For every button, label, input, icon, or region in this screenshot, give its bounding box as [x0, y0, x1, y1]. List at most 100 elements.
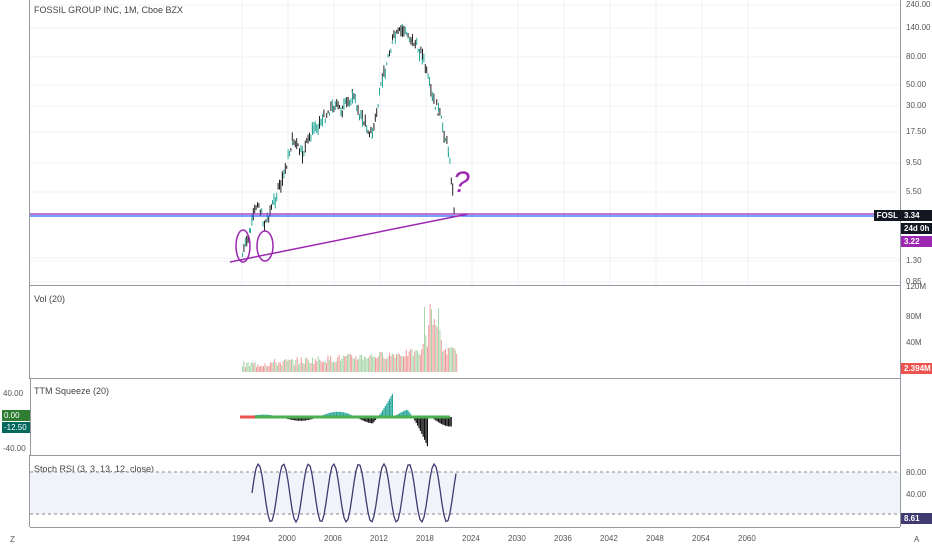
- volume-bar: [261, 366, 263, 372]
- last-price-tag: 3.34: [901, 210, 932, 221]
- candle: [259, 209, 261, 216]
- volume-bar: [419, 354, 421, 372]
- candle: [323, 109, 325, 118]
- squeeze-bar: [334, 411, 336, 417]
- candle: [293, 139, 295, 145]
- time-tick: 2030: [508, 534, 526, 543]
- volume-bar: [275, 362, 277, 372]
- squeeze-bar: [442, 417, 444, 425]
- candle: [271, 204, 272, 210]
- candle: [261, 208, 263, 214]
- time-tick: 2060: [738, 534, 756, 543]
- volume-bar: [341, 358, 343, 372]
- candle: [322, 114, 323, 125]
- candle: [340, 107, 342, 116]
- volume-bar: [449, 347, 451, 372]
- squeeze-bar: [300, 417, 302, 421]
- volume-bar: [321, 362, 323, 372]
- volume-bar: [342, 355, 344, 372]
- volume-bar: [323, 361, 325, 372]
- volume-bar: [383, 357, 385, 372]
- volume-bar: [415, 349, 417, 372]
- squeeze-bar: [415, 417, 417, 423]
- price-chart[interactable]: ?: [30, 0, 900, 285]
- volume-bar: [358, 358, 360, 372]
- volume-bar: [251, 362, 253, 372]
- candle: [250, 228, 251, 233]
- candle: [344, 98, 346, 104]
- volume-bar: [277, 365, 278, 372]
- candle: [399, 27, 400, 32]
- candle: [341, 110, 343, 118]
- candle: [307, 134, 309, 144]
- squeeze-pane[interactable]: TTM Squeeze (20): [30, 379, 900, 456]
- volume-bar: [375, 357, 376, 372]
- candle: [330, 101, 332, 112]
- candle: [244, 237, 246, 247]
- volume-pane[interactable]: Vol (20): [30, 286, 900, 379]
- stoch-pane[interactable]: Stoch RSI (3, 3, 13, 12, close): [30, 456, 900, 528]
- candle: [407, 32, 409, 39]
- volume-bar: [331, 361, 333, 372]
- candle: [387, 53, 389, 58]
- volume-bar: [250, 362, 252, 372]
- squeeze-left-axis[interactable]: 40.00 0.00 -12.50 -40.00: [0, 379, 31, 455]
- trendline-drawing: [229, 213, 469, 263]
- volume-bar: [414, 351, 416, 372]
- candle: [448, 152, 449, 158]
- price-axis[interactable]: 240.00 140.00 80.00 50.00 30.00 17.50 9.50 5.50…: [873, 0, 932, 527]
- candle: [391, 41, 393, 45]
- squeeze-bar: [421, 417, 423, 434]
- candle: [366, 125, 368, 133]
- squeeze-bar: [401, 411, 403, 417]
- candle: [386, 62, 388, 66]
- volume-bar: [391, 353, 393, 372]
- candle: [353, 93, 355, 100]
- volume-bar: [289, 359, 291, 372]
- candle: [406, 31, 408, 36]
- volume-bar: [319, 359, 320, 372]
- candle: [336, 99, 338, 107]
- candle: [392, 34, 393, 41]
- volume-bar: [272, 362, 274, 372]
- candle: [445, 138, 446, 142]
- volume-bar: [278, 362, 280, 372]
- candle: [376, 108, 378, 118]
- stoch-chart: [30, 462, 900, 524]
- price-tick: 0.85: [906, 277, 922, 286]
- candle: [326, 112, 328, 118]
- volume-bar: [361, 354, 362, 372]
- squeeze-bar: [328, 413, 330, 417]
- volume-bar: [334, 362, 336, 372]
- volume-bar: [316, 361, 318, 372]
- candle: [364, 114, 366, 127]
- price-pane[interactable]: FOSSIL GROUP INC, 1M, Cboe BZX ?: [30, 0, 900, 286]
- price-tick: 80.00: [906, 52, 927, 61]
- candle: [371, 127, 373, 139]
- candle: [416, 37, 418, 46]
- squeeze-bar: [435, 417, 437, 421]
- volume-bar: [337, 357, 339, 372]
- right-corner-label[interactable]: A: [914, 535, 920, 544]
- candle: [280, 180, 282, 193]
- candle: [447, 146, 449, 158]
- candle: [453, 207, 455, 214]
- squeeze-bar: [344, 412, 346, 417]
- volume-bar: [384, 358, 386, 372]
- squeeze-bar: [390, 396, 392, 417]
- volume-bar: [368, 357, 369, 372]
- candle: [410, 36, 412, 45]
- time-axis[interactable]: 1994 2000 2006 2012 2018 2024 2030 2036 2042 2048…: [30, 527, 900, 550]
- volume-bar: [256, 367, 257, 372]
- left-corner-label[interactable]: Z: [10, 535, 15, 544]
- squeeze-bar: [331, 412, 333, 417]
- candle: [291, 132, 293, 141]
- volume-bar: [394, 357, 396, 372]
- volume-bar: [268, 365, 270, 372]
- squeeze-bar: [391, 393, 393, 417]
- volume-chart: [242, 303, 458, 372]
- candle: [257, 202, 258, 208]
- level-price-tag: 3.22: [901, 236, 932, 247]
- price-tick: 50.00: [906, 80, 927, 89]
- volume-bar: [328, 359, 330, 372]
